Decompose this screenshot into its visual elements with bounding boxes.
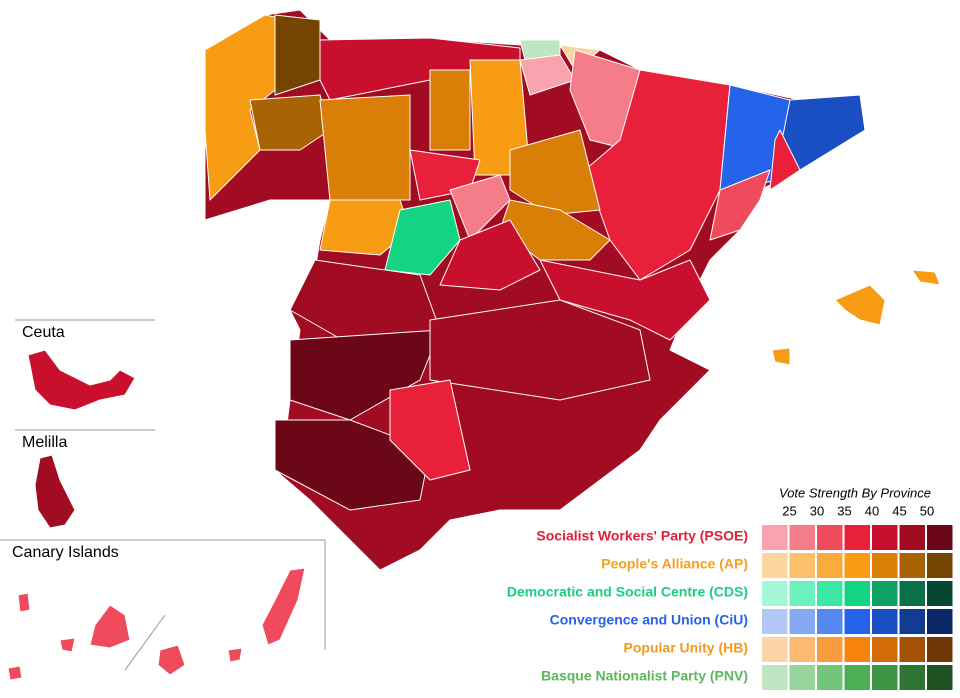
legend: 25 30 35 40 45 50 Socialist Workers' Party (PS… [507,503,953,690]
province [439,219,541,291]
province [429,299,651,401]
legend-swatch [844,637,870,662]
legend-swatch [872,525,898,550]
legend-swatch [899,665,925,690]
legend-threshold-label: 40 [865,503,879,518]
province [384,199,461,276]
legend-swatch [844,525,870,550]
spain-map [7,9,941,681]
province [34,454,76,529]
province [204,14,291,201]
legend-swatch [844,665,870,690]
province [769,129,801,191]
legend-swatch [927,525,953,550]
province [569,49,641,151]
legend-swatch [844,581,870,606]
legend-threshold-label: 50 [920,503,934,518]
legend-threshold-label: 45 [892,503,906,518]
legend-swatch [817,525,843,550]
province [274,14,321,96]
province [7,665,23,681]
legend-swatch [872,553,898,578]
legend-swatch [789,525,815,550]
legend-swatch [817,581,843,606]
legend-swatch [789,581,815,606]
province [834,284,886,326]
inset-divider [124,614,166,671]
inset-label: Canary Islands [12,544,119,561]
legend-threshold-label: 30 [810,503,824,518]
province [429,69,471,151]
legend-swatch [789,553,815,578]
legend-party-name: Basque Nationalist Party (PNV) [541,668,748,684]
legend-swatch [927,665,953,690]
legend-swatch [927,553,953,578]
legend-swatch [844,553,870,578]
legend-swatch [762,637,788,662]
province [89,604,131,649]
province [59,637,76,653]
province [27,349,136,411]
province [319,94,411,201]
province [449,174,511,241]
province [709,169,771,241]
province [539,259,711,341]
legend-swatch [762,525,788,550]
inset-label: Melilla [22,434,67,451]
legend-swatch [899,637,925,662]
legend-swatch [762,553,788,578]
legend-swatch [762,581,788,606]
province [771,347,791,366]
legend-swatch [872,581,898,606]
province [227,647,243,663]
legend-swatch [899,525,925,550]
province [249,94,331,151]
legend-swatch [762,665,788,690]
legend-swatch [927,609,953,634]
legend-swatch [789,637,815,662]
legend-party-name: Democratic and Social Centre (CDS) [507,584,748,600]
legend-threshold-label: 35 [837,503,851,518]
legend-swatch [762,609,788,634]
legend-swatch [872,609,898,634]
legend-swatch [872,665,898,690]
legend-swatch [899,581,925,606]
province [157,644,186,676]
legend-swatch [927,581,953,606]
legend-swatch [872,637,898,662]
legend-party-name: Popular Unity (HB) [624,640,748,656]
province [274,419,431,511]
legend-threshold-label: 25 [782,503,796,518]
legend-swatch [817,609,843,634]
province [261,567,306,646]
legend-swatch [817,665,843,690]
inset-label: Ceuta [22,324,65,341]
legend-party-name: People's Alliance (AP) [601,556,748,572]
legend-swatch [844,609,870,634]
province [389,379,471,481]
legend-swatch [899,609,925,634]
legend-party-name: Convergence and Union (CiU) [550,612,748,628]
province [17,592,31,613]
province [509,129,601,216]
legend-swatch [789,665,815,690]
province [911,269,941,286]
legend-party-name: Socialist Workers' Party (PSOE) [536,528,748,544]
legend-swatch [789,609,815,634]
legend-swatch [899,553,925,578]
legend-swatch [817,637,843,662]
legend-title: Vote Strength By Province [779,485,931,500]
legend-swatch [817,553,843,578]
legend-swatch [927,637,953,662]
province [289,329,441,421]
